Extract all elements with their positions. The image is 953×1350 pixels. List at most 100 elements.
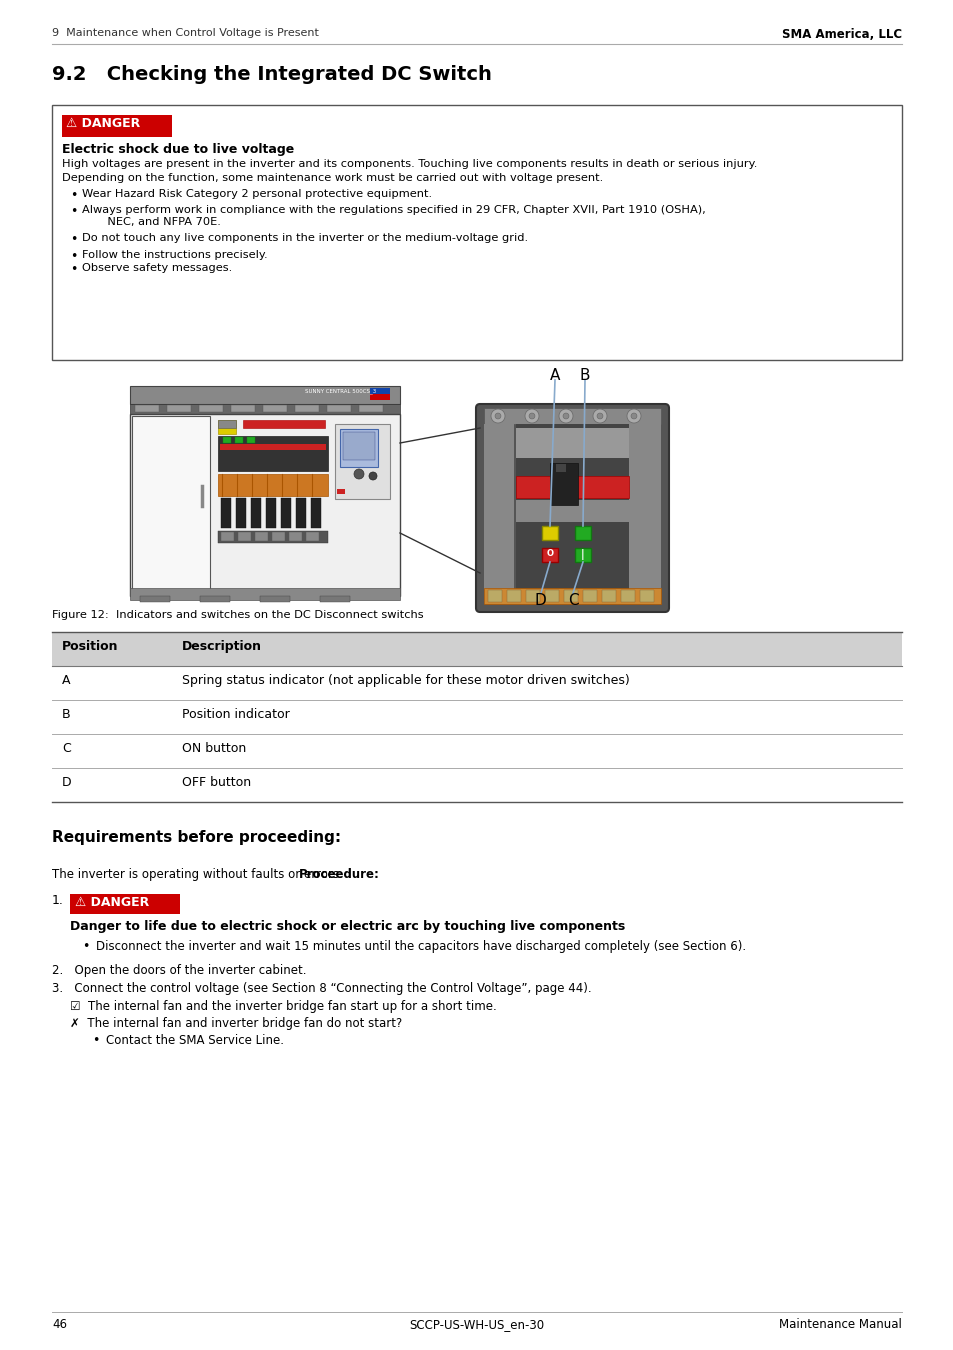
Text: C: C [567,593,578,608]
Bar [506,590,520,602]
Text: Disconnect the inverter and wait 15 minutes until the capacitors have discharged: Disconnect the inverter and wait 15 minu… [96,940,745,953]
Text: 2.   Open the doors of the inverter cabinet.: 2. Open the doors of the inverter cabine… [52,964,306,977]
Bar [516,428,628,458]
Text: Position indicator: Position indicator [182,707,290,721]
Text: 9  Maintenance when Control Voltage is Present: 9 Maintenance when Control Voltage is Pr… [52,28,318,38]
Bar [70,894,180,914]
Bar [358,405,382,412]
Text: Electric shock due to live voltage: Electric shock due to live voltage [62,143,294,157]
Bar [218,420,235,433]
Bar [541,526,558,540]
Text: SCCP-US-WH-US_en-30: SCCP-US-WH-US_en-30 [409,1318,544,1331]
Circle shape [558,409,573,423]
Text: ON button: ON button [182,743,246,755]
Text: A: A [550,369,559,383]
Text: OFF button: OFF button [182,776,251,788]
Text: •: • [70,234,77,246]
Bar [130,414,399,595]
Text: 46: 46 [52,1318,67,1331]
Bar [335,424,390,500]
Text: O: O [546,549,553,558]
Circle shape [626,409,640,423]
Bar [218,436,328,471]
Text: Proceedure:: Proceedure: [299,868,380,882]
Text: B: B [579,369,590,383]
Text: D: D [62,776,71,788]
Bar [556,464,565,472]
Text: D: D [535,593,546,608]
Text: Contact the SMA Service Line.: Contact the SMA Service Line. [106,1034,284,1048]
Text: •: • [70,250,77,263]
Text: 3.   Connect the control voltage (see Section 8 “Connecting the Control Voltage”: 3. Connect the control voltage (see Sect… [52,981,591,995]
Bar [260,595,290,602]
Bar [516,477,628,498]
Text: Position: Position [62,640,118,653]
Bar [254,532,268,541]
Text: •: • [70,263,77,275]
Bar [247,437,254,443]
FancyBboxPatch shape [476,404,668,612]
Text: The inverter is operating without faults or errors.: The inverter is operating without faults… [52,868,350,882]
Text: Figure 12:  Indicators and switches on the DC Disconnect switchs: Figure 12: Indicators and switches on th… [52,610,423,620]
Text: C: C [62,743,71,755]
Text: Maintenance Manual: Maintenance Manual [779,1318,901,1331]
Bar [266,498,275,528]
Bar [218,531,328,543]
Bar [311,498,320,528]
Circle shape [495,413,500,418]
Text: Always perform work in compliance with the regulations specified in 29 CFR, Chap: Always perform work in compliance with t… [82,205,705,227]
Text: |: | [580,549,584,560]
Bar [251,498,261,528]
Bar [582,590,597,602]
Text: Description: Description [182,640,262,653]
Text: Wear Hazard Risk Category 2 personal protective equipment.: Wear Hazard Risk Category 2 personal pro… [82,189,432,198]
Bar [516,500,628,522]
Bar [132,416,210,594]
Bar [221,532,233,541]
Bar [370,394,390,400]
Text: ⚠ DANGER: ⚠ DANGER [75,896,149,909]
Bar [488,590,501,602]
Text: •: • [70,189,77,202]
Circle shape [593,409,606,423]
Text: Danger to life due to electric shock or electric arc by touching live components: Danger to life due to electric shock or … [70,919,624,933]
Text: •: • [91,1034,99,1048]
Text: B: B [62,707,71,721]
Bar [343,432,375,460]
Bar [639,590,654,602]
Text: •: • [82,940,90,953]
Text: ☑  The internal fan and the inverter bridge fan start up for a short time.: ☑ The internal fan and the inverter brid… [70,1000,497,1012]
Bar [516,424,628,603]
Text: 1.: 1. [52,894,64,907]
Text: Do not touch any live components in the inverter or the medium-voltage grid.: Do not touch any live components in the … [82,234,528,243]
Bar [130,589,399,599]
Circle shape [524,409,538,423]
Bar [234,437,243,443]
Bar [140,595,170,602]
Bar [525,590,539,602]
Circle shape [630,413,637,418]
Text: SMA America, LLC: SMA America, LLC [781,28,901,40]
Bar [52,632,901,666]
Bar [221,498,231,528]
Bar [200,595,230,602]
Bar [294,405,318,412]
Bar [575,526,590,540]
Text: Requirements before proceeding:: Requirements before proceeding: [52,830,341,845]
Circle shape [369,472,376,481]
Bar [223,437,231,443]
Bar [289,532,302,541]
Bar [541,548,558,562]
Text: Observe safety messages.: Observe safety messages. [82,263,232,273]
Bar [218,420,235,428]
Bar [235,498,246,528]
Bar [263,405,287,412]
Bar [135,405,159,412]
Bar [327,405,351,412]
Circle shape [529,413,535,418]
Text: A: A [62,674,71,687]
Text: Follow the instructions precisely.: Follow the instructions precisely. [82,250,268,261]
Bar [62,115,172,136]
Circle shape [562,413,568,418]
Text: SUNNY CENTRAL 500CS_3: SUNNY CENTRAL 500CS_3 [305,387,375,394]
